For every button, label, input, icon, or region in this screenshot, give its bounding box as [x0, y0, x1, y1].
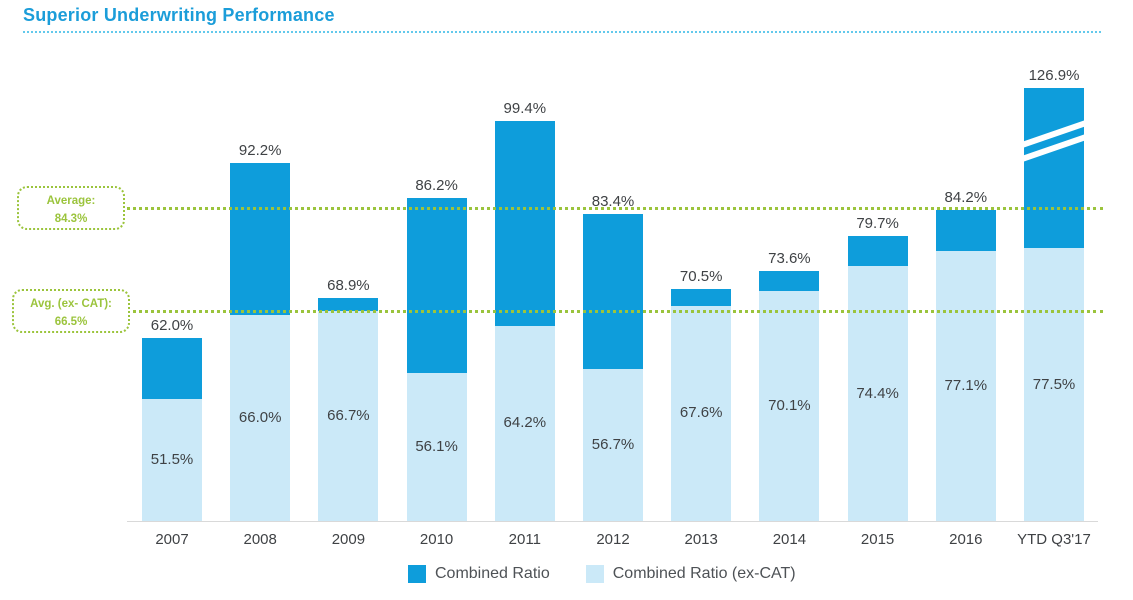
bar-segment-combined-ratio-ex-cat	[1024, 248, 1084, 521]
x-axis-label-2011: 2011	[508, 531, 541, 548]
bar-2009: 68.9% 66.7%	[318, 277, 379, 521]
average-annotation-box: Average: 84.3%	[17, 186, 125, 230]
legend-swatch-combined-ratio-ex-cat	[585, 565, 604, 583]
bar-segment-combined-ratio-ex-cat	[230, 315, 291, 521]
average-ex-cat-annotation-value: 66.5%	[54, 315, 88, 328]
x-axis-label-2015: 2015	[860, 531, 895, 548]
legend: Combined Ratio Combined Ratio (ex-CAT)	[408, 565, 796, 583]
bar-segment-combined-ratio-ex-cat	[318, 311, 379, 521]
bar-ex-cat-label: 64.2%	[503, 414, 547, 432]
bar-total-label: 70.5%	[679, 268, 723, 285]
bar-ex-cat-label: 66.0%	[238, 409, 282, 427]
legend-swatch-combined-ratio	[408, 565, 426, 583]
bar-ex-cat-label: 66.7%	[327, 407, 370, 424]
title-underline	[23, 31, 1101, 33]
bar-segment-combined-ratio-ex-cat	[406, 372, 467, 521]
average-reference-line	[120, 207, 1103, 210]
bar-total-label: 84.2%	[944, 188, 988, 206]
bar-total-label: 86.2%	[415, 176, 458, 194]
bar-segment-combined-ratio-ex-cat	[847, 266, 908, 521]
bar-ex-cat-label: 77.1%	[944, 376, 988, 394]
bar-total-label: 92.2%	[238, 142, 282, 160]
page-title: Superior Underwriting Performance	[23, 5, 335, 25]
bar-2016: 84.2% 77.1%	[935, 189, 996, 521]
bar-segment-combined-ratio	[1024, 88, 1084, 249]
bar-segment-combined-ratio-ex-cat	[583, 369, 643, 521]
bar-segment-combined-ratio	[847, 235, 908, 267]
bar-2007: 62.0% 51.5%	[142, 317, 202, 521]
bar-ex-cat-label: 70.1%	[768, 397, 811, 415]
x-axis-label-2008: 2008	[243, 531, 277, 548]
bar-ex-cat-label: 51.5%	[150, 451, 194, 469]
bar-total-label: 68.9%	[327, 277, 370, 295]
average-annotation-value: 84.3%	[54, 212, 88, 225]
bar-2014: 73.6% 70.1%	[759, 250, 820, 521]
bar-segment-combined-ratio	[142, 338, 202, 400]
bar-2013: 70.5% 67.6%	[671, 268, 732, 521]
bar-total-label: 73.6%	[768, 250, 811, 268]
bar-total-label: 79.7%	[856, 214, 899, 232]
bar-2011: 99.4% 64.2%	[494, 100, 555, 521]
average-annotation-label: Average:	[46, 195, 96, 207]
x-axis-line	[127, 521, 1098, 522]
legend-item-combined-ratio: Combined Ratio	[408, 565, 550, 583]
bar-2012: 83.4% 56.7%	[583, 193, 643, 521]
bar-total-label: 99.4%	[503, 100, 547, 118]
average-ex-cat-annotation-label: Avg. (ex- CAT):	[30, 298, 112, 310]
bar-segment-combined-ratio	[230, 163, 291, 316]
x-axis-label-YTD Q3'17: YTD Q3'17	[1017, 531, 1091, 548]
bar-segment-combined-ratio-ex-cat	[671, 305, 732, 521]
bar-2008: 92.2% 66.0%	[230, 142, 291, 521]
bar-YTD Q3'17: 126.9% 77.5%	[1018, 67, 1090, 521]
bar-total-label: 62.0%	[150, 317, 194, 335]
bar-2010: 86.2% 56.1%	[406, 177, 467, 521]
bar-ex-cat-label: 56.7%	[591, 436, 635, 453]
bar-segment-combined-ratio	[494, 121, 555, 326]
bar-segment-combined-ratio-ex-cat	[935, 250, 996, 521]
bar-ex-cat-label: 77.5%	[1032, 375, 1076, 393]
x-axis-label-2010: 2010	[419, 531, 454, 548]
x-axis-label-2014: 2014	[772, 531, 807, 548]
bar-segment-combined-ratio	[671, 289, 732, 306]
x-axis-label-2007: 2007	[155, 531, 189, 548]
average-reference-line	[120, 310, 1103, 313]
bar-ex-cat-label: 56.1%	[415, 437, 458, 455]
x-axis-label-2009: 2009	[331, 531, 366, 548]
bar-2015: 79.7% 74.4%	[847, 215, 908, 521]
bar-ex-cat-label: 67.6%	[679, 404, 723, 422]
bar-segment-combined-ratio-ex-cat	[494, 325, 555, 521]
x-axis-label-2012: 2012	[596, 531, 630, 548]
bar-segment-combined-ratio	[759, 271, 820, 292]
bar-segment-combined-ratio	[406, 197, 467, 373]
bar-segment-combined-ratio	[318, 298, 379, 312]
bar-total-label: 83.4%	[591, 193, 635, 211]
bar-segment-combined-ratio	[935, 209, 996, 251]
bar-segment-combined-ratio	[583, 214, 643, 370]
bar-ex-cat-label: 74.4%	[856, 384, 899, 402]
x-axis-label-2016: 2016	[949, 531, 983, 548]
legend-item-combined-ratio-ex-cat: Combined Ratio (ex-CAT)	[585, 565, 796, 583]
bar-segment-combined-ratio-ex-cat	[759, 291, 820, 521]
legend-label-combined-ratio: Combined Ratio	[435, 565, 550, 582]
bar-segment-combined-ratio-ex-cat	[142, 399, 202, 521]
average-ex-cat-annotation-box: Avg. (ex- CAT): 66.5%	[12, 289, 130, 333]
legend-label-combined-ratio-ex-cat: Combined Ratio (ex-CAT)	[612, 565, 796, 582]
x-axis-label-2013: 2013	[684, 531, 718, 548]
bar-total-label: 126.9%	[1028, 67, 1080, 84]
